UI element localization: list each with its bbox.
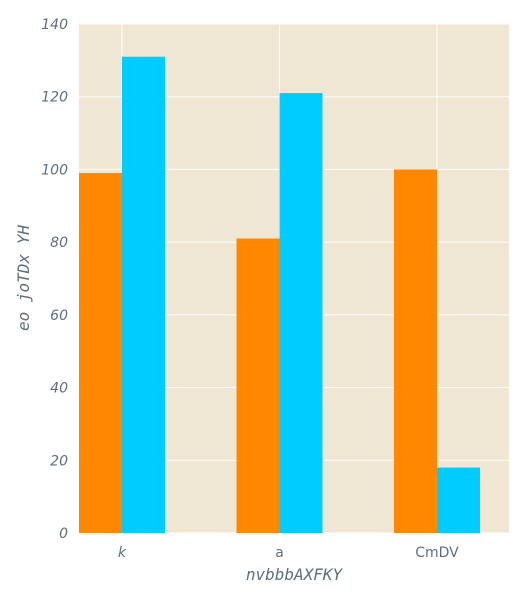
y-tick-label: 120 [41, 90, 68, 106]
y-tick-label: 100 [41, 162, 68, 178]
bar-series-1-k [79, 173, 122, 534]
x-axis-label: nvbbbAXFKY [246, 565, 344, 584]
y-tick-label: 60 [50, 308, 68, 324]
y-axis-ticks: 0 20 40 60 80 100 120 140 [41, 17, 68, 542]
x-axis-ticks: k a CmDV [118, 545, 459, 561]
bar-series-2-CmDV [437, 467, 480, 533]
y-tick-label: 40 [50, 381, 68, 397]
y-tick-label: 20 [50, 453, 68, 469]
bar-series-2-k [122, 56, 165, 533]
bar-series-2-a [279, 93, 323, 533]
y-tick-label: 80 [50, 235, 68, 251]
y-tick-label: 0 [59, 526, 68, 542]
bar-series-1-CmDV [394, 169, 437, 533]
bar-series-1-a [236, 238, 280, 533]
x-tick-label: CmDV [415, 545, 459, 561]
y-axis-label: eo joTDx YH [14, 225, 33, 331]
bars [79, 56, 480, 534]
x-tick-label: a [275, 545, 284, 561]
x-tick-label: k [118, 545, 127, 561]
y-tick-label: 140 [41, 17, 68, 33]
